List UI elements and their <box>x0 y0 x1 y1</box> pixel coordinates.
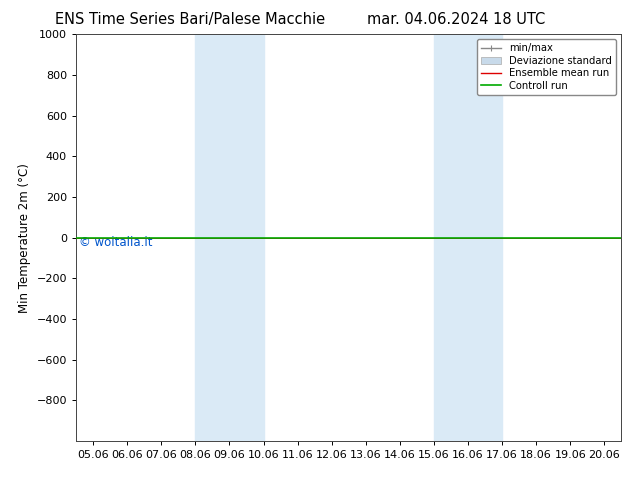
Text: mar. 04.06.2024 18 UTC: mar. 04.06.2024 18 UTC <box>367 12 546 27</box>
Bar <box>434 34 502 441</box>
Text: ENS Time Series Bari/Palese Macchie: ENS Time Series Bari/Palese Macchie <box>55 12 325 27</box>
Legend: min/max, Deviazione standard, Ensemble mean run, Controll run: min/max, Deviazione standard, Ensemble m… <box>477 39 616 95</box>
Text: © woitalia.it: © woitalia.it <box>79 236 152 248</box>
Y-axis label: Min Temperature 2m (°C): Min Temperature 2m (°C) <box>18 163 31 313</box>
Bar <box>195 34 264 441</box>
